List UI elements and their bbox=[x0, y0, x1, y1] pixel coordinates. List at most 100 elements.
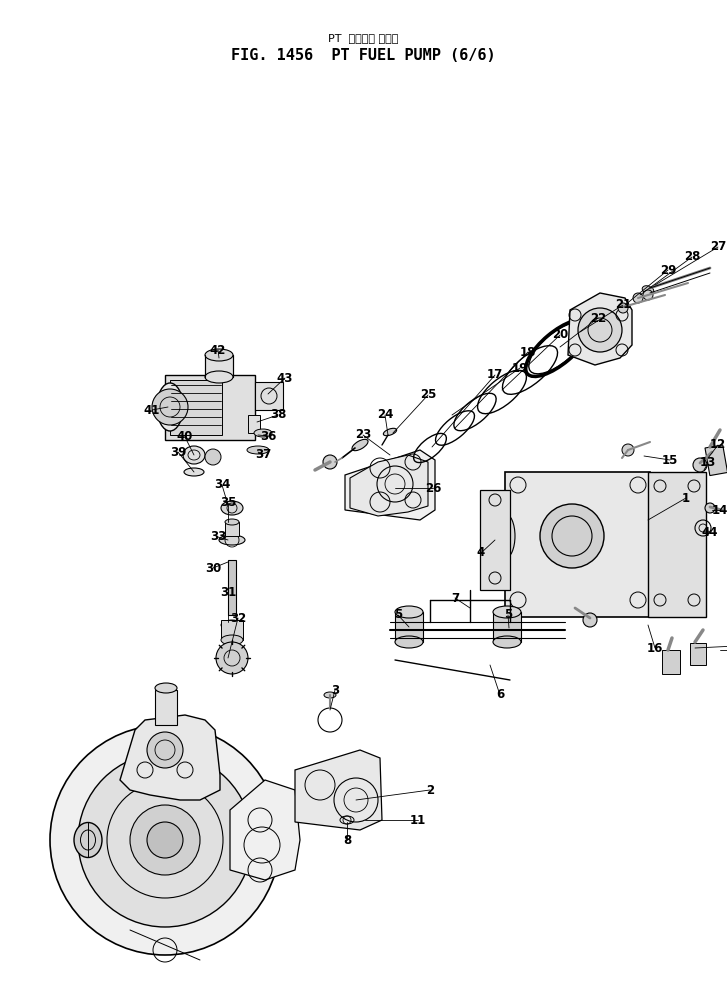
Text: 3: 3 bbox=[331, 683, 339, 696]
Polygon shape bbox=[568, 293, 632, 365]
Circle shape bbox=[152, 389, 188, 425]
Circle shape bbox=[578, 308, 622, 352]
Circle shape bbox=[216, 642, 248, 674]
Ellipse shape bbox=[221, 501, 243, 515]
Text: 24: 24 bbox=[377, 408, 393, 421]
Text: 11: 11 bbox=[410, 814, 426, 827]
Text: 42: 42 bbox=[210, 343, 226, 356]
Text: 15: 15 bbox=[662, 454, 678, 467]
Bar bbox=[395, 612, 423, 642]
Text: 18: 18 bbox=[520, 345, 537, 358]
Text: 2: 2 bbox=[426, 783, 434, 796]
Text: 20: 20 bbox=[552, 328, 568, 341]
Bar bbox=[205, 355, 233, 377]
Text: 32: 32 bbox=[230, 611, 246, 624]
Text: 26: 26 bbox=[425, 482, 441, 494]
Circle shape bbox=[643, 290, 653, 300]
Ellipse shape bbox=[183, 446, 205, 464]
Text: 29: 29 bbox=[660, 263, 676, 277]
Circle shape bbox=[540, 504, 604, 568]
Text: 7: 7 bbox=[451, 591, 459, 604]
Text: 28: 28 bbox=[684, 250, 700, 263]
Bar bbox=[170, 380, 222, 435]
Bar bbox=[248, 415, 260, 433]
Text: 13: 13 bbox=[700, 457, 716, 470]
Ellipse shape bbox=[383, 428, 397, 436]
Circle shape bbox=[705, 503, 715, 513]
Text: 27: 27 bbox=[710, 240, 726, 253]
Bar bbox=[493, 612, 521, 642]
Ellipse shape bbox=[395, 606, 423, 618]
Bar bbox=[221, 620, 243, 640]
Ellipse shape bbox=[205, 371, 233, 383]
Ellipse shape bbox=[157, 383, 183, 431]
Text: 6: 6 bbox=[496, 688, 504, 701]
Circle shape bbox=[147, 822, 183, 858]
Ellipse shape bbox=[205, 349, 233, 361]
Bar bbox=[480, 490, 510, 590]
Ellipse shape bbox=[221, 620, 243, 630]
Text: 30: 30 bbox=[205, 562, 221, 575]
Ellipse shape bbox=[221, 635, 243, 645]
Text: 43: 43 bbox=[277, 372, 293, 385]
Circle shape bbox=[618, 303, 628, 313]
Bar bbox=[505, 472, 650, 617]
Polygon shape bbox=[345, 450, 435, 520]
Text: 23: 23 bbox=[355, 428, 371, 441]
Polygon shape bbox=[120, 715, 220, 800]
Text: PT  フュエル ポンプ: PT フュエル ポンプ bbox=[328, 33, 398, 43]
Ellipse shape bbox=[352, 439, 368, 451]
Ellipse shape bbox=[225, 519, 239, 525]
Bar bbox=[705, 445, 727, 476]
Text: 14: 14 bbox=[712, 503, 727, 516]
Text: 31: 31 bbox=[220, 585, 236, 598]
Text: 37: 37 bbox=[255, 448, 271, 462]
Text: 33: 33 bbox=[210, 530, 226, 544]
Circle shape bbox=[583, 613, 597, 627]
Text: 39: 39 bbox=[170, 445, 186, 459]
Circle shape bbox=[78, 753, 252, 927]
Ellipse shape bbox=[155, 683, 177, 693]
Text: 12: 12 bbox=[710, 438, 726, 452]
Circle shape bbox=[147, 732, 183, 768]
Text: 4: 4 bbox=[477, 547, 485, 560]
Text: 1: 1 bbox=[682, 492, 690, 504]
Text: 19: 19 bbox=[512, 362, 529, 375]
Polygon shape bbox=[350, 455, 428, 516]
Circle shape bbox=[50, 725, 280, 955]
Ellipse shape bbox=[324, 692, 336, 698]
Bar bbox=[225, 522, 239, 536]
Bar bbox=[228, 560, 236, 615]
Ellipse shape bbox=[219, 535, 245, 545]
Ellipse shape bbox=[493, 636, 521, 648]
Bar bbox=[155, 690, 177, 725]
Ellipse shape bbox=[493, 606, 521, 618]
Circle shape bbox=[633, 293, 643, 303]
Ellipse shape bbox=[495, 513, 515, 559]
Text: 8: 8 bbox=[343, 834, 351, 847]
Text: 40: 40 bbox=[177, 430, 193, 443]
Text: 44: 44 bbox=[702, 525, 718, 538]
Text: 25: 25 bbox=[419, 389, 436, 402]
Text: 21: 21 bbox=[615, 299, 631, 312]
Polygon shape bbox=[295, 750, 382, 830]
Bar bbox=[255, 382, 283, 410]
Ellipse shape bbox=[395, 636, 423, 648]
Text: 34: 34 bbox=[214, 479, 230, 492]
Text: FIG. 1456  PT FUEL PUMP (6/6): FIG. 1456 PT FUEL PUMP (6/6) bbox=[230, 48, 495, 63]
Circle shape bbox=[205, 449, 221, 465]
Bar bbox=[662, 650, 680, 674]
Text: 16: 16 bbox=[647, 642, 663, 655]
Circle shape bbox=[693, 458, 707, 472]
Bar bbox=[690, 643, 706, 665]
Ellipse shape bbox=[184, 468, 204, 476]
Circle shape bbox=[130, 805, 200, 875]
Polygon shape bbox=[230, 780, 300, 880]
Text: 41: 41 bbox=[144, 404, 160, 416]
Text: 38: 38 bbox=[270, 408, 286, 421]
Text: 36: 36 bbox=[260, 429, 276, 442]
Bar bbox=[648, 472, 706, 617]
Text: 22: 22 bbox=[590, 312, 606, 324]
Circle shape bbox=[622, 444, 634, 456]
Text: 5: 5 bbox=[394, 608, 402, 621]
